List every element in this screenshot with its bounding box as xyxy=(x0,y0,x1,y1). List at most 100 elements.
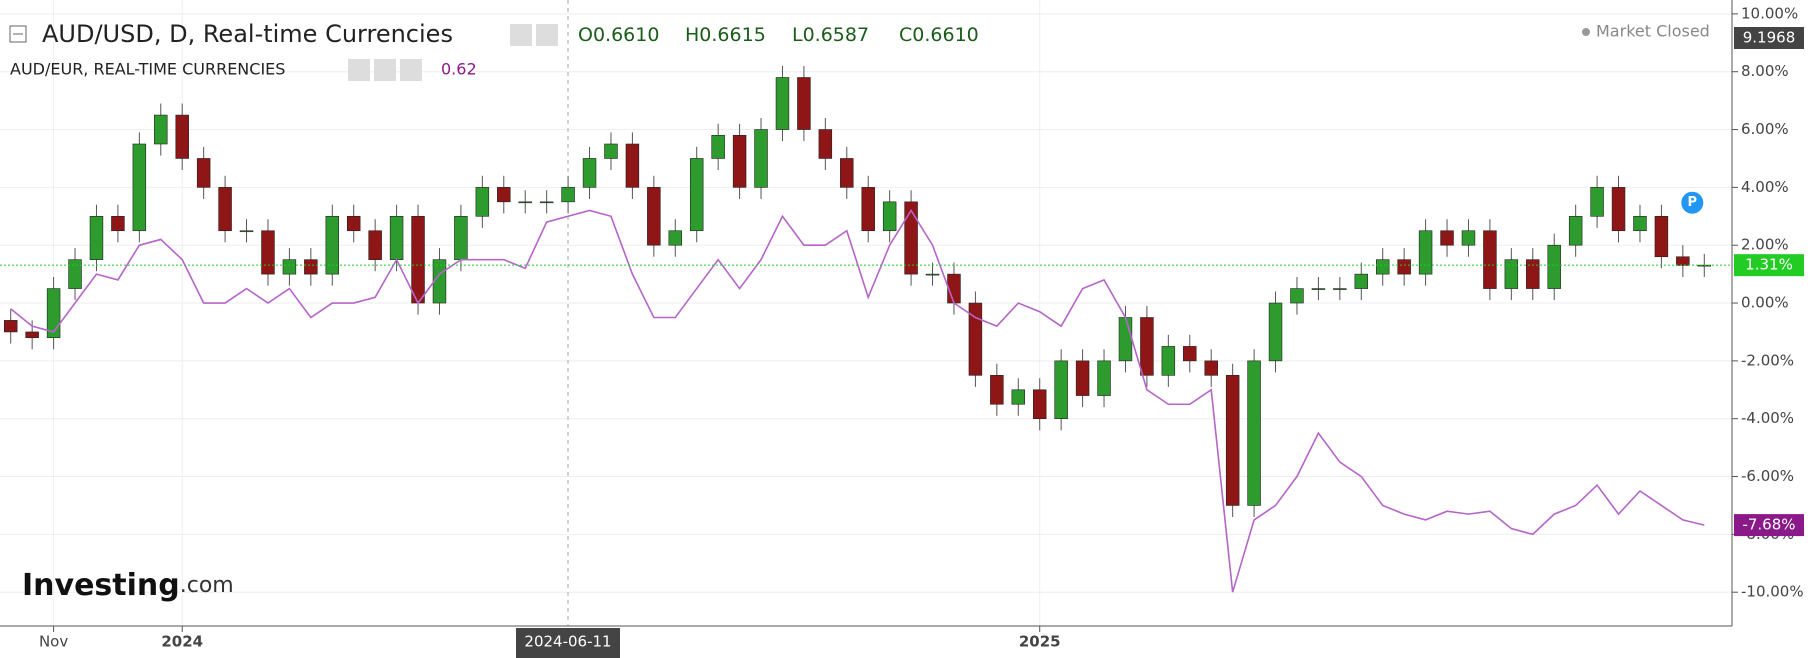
ohlc-item: L0.6587 xyxy=(792,24,869,46)
candle-body xyxy=(904,201,918,275)
candle-body xyxy=(1097,360,1111,396)
candle-body xyxy=(196,158,211,188)
candle-body xyxy=(1011,389,1026,405)
candle-body xyxy=(89,215,104,260)
candle-body xyxy=(1054,360,1068,419)
candle-body xyxy=(518,201,532,204)
candle-body xyxy=(239,230,254,233)
candle-body xyxy=(1547,244,1561,289)
candle-body xyxy=(1032,389,1047,419)
ohlc-key: O xyxy=(578,24,593,46)
event-badge-label: P xyxy=(1688,195,1698,210)
status-dot xyxy=(1582,28,1590,36)
candle-body xyxy=(1418,230,1433,275)
ohlc-key: H xyxy=(685,24,699,46)
candle-body xyxy=(625,143,640,188)
candle-body xyxy=(389,215,404,260)
candle-body xyxy=(454,215,468,260)
candle-body xyxy=(1311,288,1326,290)
candle-body xyxy=(582,158,597,188)
candle-body xyxy=(25,331,39,339)
y-tick-label: 0.00% xyxy=(1741,294,1789,312)
candle-body xyxy=(346,215,361,232)
candle-body xyxy=(411,215,425,304)
candle-body xyxy=(647,187,661,246)
candle-body xyxy=(261,230,275,275)
last-label-bg xyxy=(1734,254,1804,277)
candle-body xyxy=(1290,288,1304,304)
candle-body xyxy=(218,187,232,232)
candle-body xyxy=(304,259,318,275)
candle-body xyxy=(840,158,854,188)
candle-body xyxy=(882,201,897,232)
candle-body xyxy=(689,158,704,232)
candle-body xyxy=(732,135,747,188)
settings-icon[interactable] xyxy=(374,59,396,81)
brand: Investing.com xyxy=(22,568,234,603)
candle-body xyxy=(1225,375,1240,506)
ohlc-readout: O0.6610 H0.6615 L0.6587 C0.6610 xyxy=(578,24,979,46)
candle-body xyxy=(561,187,575,203)
candle-body xyxy=(497,187,511,203)
candle-body xyxy=(1204,360,1218,376)
candle-body xyxy=(1268,302,1283,362)
remove-icon[interactable] xyxy=(400,59,422,81)
y-tick-label: -6.00% xyxy=(1741,467,1794,485)
ohlc-item: C0.6610 xyxy=(899,24,979,46)
candle-body xyxy=(1504,259,1519,289)
ohlc-value: 0.6615 xyxy=(699,24,765,46)
y-tick-label: 10.00% xyxy=(1741,4,1798,22)
candle-body xyxy=(775,77,790,130)
brand-name: Investing xyxy=(22,568,180,603)
ohlc-item: O0.6610 xyxy=(578,24,659,46)
candle-body xyxy=(1461,230,1476,246)
candle-body xyxy=(604,143,618,159)
visibility-icon[interactable] xyxy=(510,24,532,46)
line-series xyxy=(10,208,1705,593)
candle-body xyxy=(46,288,61,339)
y-tick-label: 2.00% xyxy=(1741,236,1789,254)
settings-icon[interactable] xyxy=(536,24,558,46)
y-tick-label: -4.00% xyxy=(1741,409,1794,427)
event-badge[interactable] xyxy=(1681,191,1704,214)
candle-body xyxy=(1375,259,1390,275)
candle-body xyxy=(432,259,447,304)
candle-body xyxy=(1590,187,1604,217)
ohlc-item: H0.6615 xyxy=(685,24,766,46)
candle-body xyxy=(754,129,768,188)
candle-body xyxy=(861,187,875,232)
candle-body xyxy=(539,201,554,204)
last-label: -7.68% xyxy=(1742,516,1795,534)
candle-body xyxy=(1247,360,1261,506)
crosshair-label: 2024-06-11 xyxy=(524,633,611,651)
grid xyxy=(0,0,1732,626)
candle-body xyxy=(968,302,983,376)
ohlc-key: C xyxy=(899,24,912,46)
series-name: AUD/EUR, REAL-TIME CURRENCIES xyxy=(10,60,285,79)
candle-body xyxy=(1333,288,1347,290)
candle-body xyxy=(1568,215,1583,246)
candle-body xyxy=(1140,317,1154,376)
candle-body xyxy=(1161,346,1176,376)
candle-body xyxy=(1440,230,1454,246)
ohlc-value: 0.6587 xyxy=(803,24,869,46)
candle-body xyxy=(325,215,340,275)
y-tick-label: 8.00% xyxy=(1741,62,1789,80)
candle-body xyxy=(1526,259,1540,289)
last-label-bg xyxy=(1734,514,1804,537)
candle-body xyxy=(925,273,940,276)
x-tick-label: Nov xyxy=(39,633,68,651)
y-tick-label: 4.00% xyxy=(1741,178,1789,196)
candle-body xyxy=(175,114,189,159)
x-tick-label: 2024 xyxy=(161,633,203,651)
axis-badge: 9.1968 xyxy=(1743,29,1796,47)
last-label: 1.31% xyxy=(1745,256,1793,274)
visibility-icon[interactable] xyxy=(348,59,370,81)
y-tick-label: -2.00% xyxy=(1741,351,1794,369)
candle-body xyxy=(947,273,961,304)
candle-body xyxy=(1676,256,1690,266)
plot xyxy=(0,65,1732,593)
collapse-icon[interactable] xyxy=(9,25,27,43)
